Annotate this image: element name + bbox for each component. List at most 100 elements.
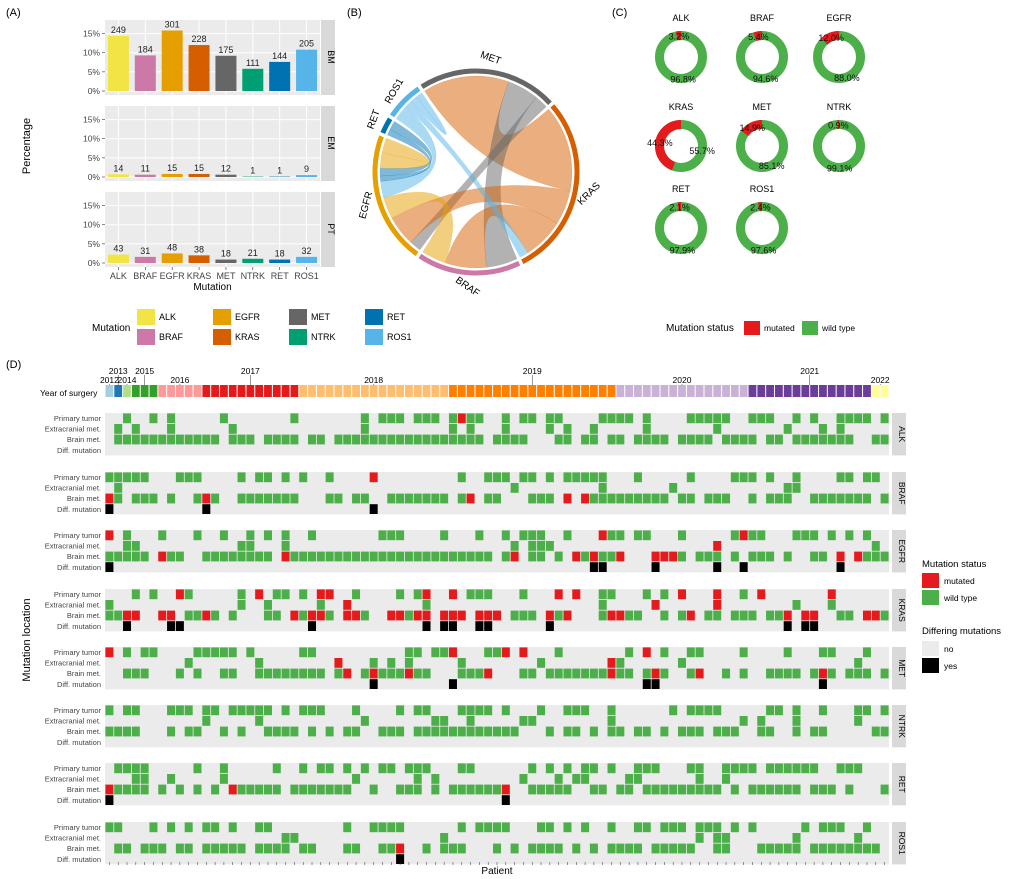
cell-met [581,668,590,679]
cell-ros1 [713,822,722,833]
cell-ntrk [854,705,863,716]
year-cell-2021 [766,385,774,397]
diff-cell-braf [105,504,114,514]
cell-met [422,668,431,679]
cell-egfr [880,551,889,562]
cell-ros1 [563,822,572,833]
cell-alk [343,434,352,445]
cell-egfr [528,530,537,541]
chord-link-ret-egfr [379,121,433,177]
cell-braf [677,493,686,504]
cell-ros1 [299,843,308,854]
cell-egfr [378,530,387,541]
cell-kras [660,610,669,621]
cell-kras [237,589,246,600]
cell-met [783,647,792,658]
year-cell-2022 [871,385,880,397]
cell-met [607,658,616,668]
cell-ros1 [554,843,563,854]
x-tick-label: BRAF [133,271,158,281]
cell-ret [492,784,502,795]
cell-braf [598,483,607,493]
cell-alk [396,434,405,445]
cell-kras [519,610,528,621]
donut-mutated-label: 5.4% [748,32,769,42]
cell-kras [299,589,308,600]
year-cell-2019 [493,385,501,397]
cell-egfr [748,551,757,562]
cell-ros1 [607,843,616,854]
cell-met [651,668,660,679]
donut-title: MET [753,102,773,112]
cell-braf [325,472,334,483]
donut-title: KRAS [669,102,694,112]
cell-kras [616,610,625,621]
cell-braf [783,483,792,493]
cell-ros1 [642,822,651,833]
chord-sector-egfr [372,135,419,257]
cell-ros1 [862,822,871,833]
cell-braf [836,493,845,504]
donut-mutated-label: 12.0% [818,33,844,43]
bar-value-label: 14 [113,163,123,173]
cell-egfr [440,551,449,562]
cell-kras [316,610,325,621]
cell-braf [422,493,431,504]
cell-ret [845,763,854,774]
cell-kras [175,589,184,600]
cell-kras [704,610,713,621]
donut-mutated-label: 0.9% [828,121,849,131]
cell-met [299,668,308,679]
cell-egfr [123,530,132,541]
cell-ros1 [114,843,123,854]
cell-braf [862,472,871,483]
cell-egfr [871,551,880,562]
panel-tag-c: (C) [612,7,627,19]
donut-wild-type-label: 96.8% [670,74,696,84]
cell-ntrk [237,726,246,737]
cell-egfr [475,530,484,541]
legend-label: ALK [159,312,176,322]
cell-ntrk [466,716,475,726]
cell-egfr [563,530,572,541]
cell-met [545,668,554,679]
cell-alk [783,424,792,434]
cell-ntrk [669,705,678,716]
cell-braf [140,493,149,504]
row-label: Extracranial met. [45,659,101,668]
year-label: 2018 [364,375,383,385]
year-cell-2021 [854,385,863,397]
cell-egfr [554,551,563,562]
cell-alk [457,413,466,424]
cell-kras [281,589,290,600]
cell-ntrk [448,726,457,737]
cell-ntrk [290,726,299,737]
cell-braf [722,493,731,504]
cell-braf [686,472,695,483]
cell-egfr [748,530,757,541]
cell-alk [818,424,827,434]
cell-ret [669,784,678,795]
cell-alk [501,434,510,445]
cell-alk [695,434,704,445]
diff-cell-braf [369,504,378,514]
cell-ros1 [255,843,264,854]
year-cell-2018 [387,385,396,397]
cell-alk [581,434,590,445]
cell-ros1 [387,822,396,833]
facet-strip [892,589,906,632]
cell-alk [510,434,519,445]
cell-braf [792,483,801,493]
cell-met [686,647,695,658]
cell-egfr [537,541,546,551]
donut-mutated-slice [655,202,707,254]
cell-alk [369,434,378,445]
cell-braf [748,472,757,483]
cell-ret [616,784,625,795]
cell-egfr [704,551,713,562]
cell-egfr [501,530,510,541]
cell-met [537,658,546,668]
bar-egfr-em [161,173,183,177]
cell-ntrk [484,726,493,737]
legend-label: wild type [821,323,855,333]
